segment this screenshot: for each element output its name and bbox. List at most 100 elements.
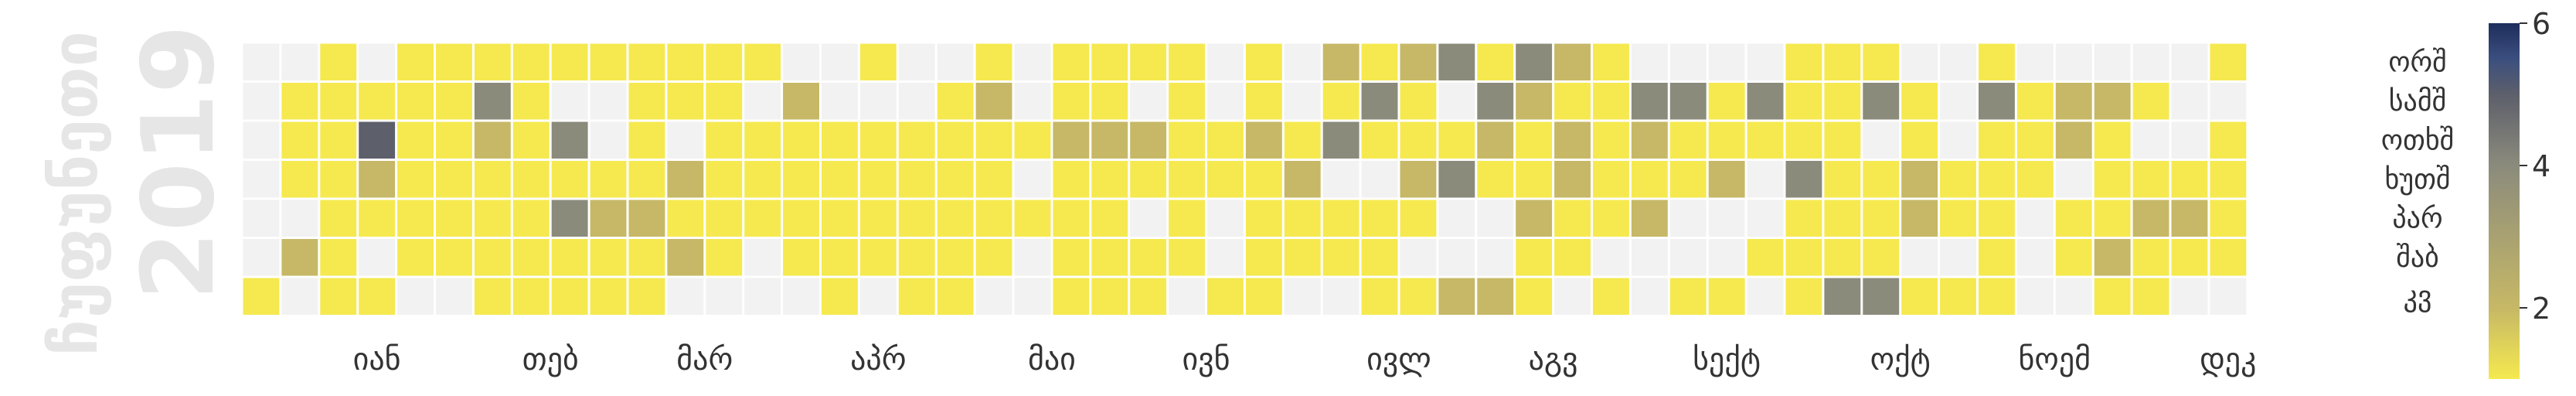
heatmap-cell <box>551 239 588 276</box>
heatmap-cell <box>2016 239 2054 276</box>
heatmap-cell <box>2016 161 2054 198</box>
heatmap-cell <box>1322 43 1359 80</box>
heatmap-cell <box>1708 239 1745 276</box>
heatmap-cell <box>859 239 897 276</box>
heatmap-cell <box>474 239 511 276</box>
heatmap-cell <box>1091 161 1128 198</box>
heatmap-cell <box>667 200 704 237</box>
heatmap-cell <box>937 200 974 237</box>
heatmap-cell <box>512 161 550 198</box>
heatmap-cell <box>1130 278 1167 315</box>
heatmap-cell <box>975 278 1012 315</box>
colorbar-tick-label: 2 <box>2532 292 2550 326</box>
heatmap-cell <box>898 239 935 276</box>
heatmap-cell <box>975 43 1012 80</box>
heatmap-cell <box>2210 121 2247 159</box>
heatmap-cell <box>628 278 665 315</box>
heatmap-cell <box>512 200 550 237</box>
heatmap-cell <box>1361 161 1398 198</box>
heatmap-cell <box>1014 278 1051 315</box>
heatmap-cell <box>1708 121 1745 159</box>
heatmap-cell <box>898 161 935 198</box>
heatmap-cell <box>1207 83 1244 120</box>
heatmap-cell <box>1438 239 1475 276</box>
heatmap-cell <box>898 278 935 315</box>
heatmap-cell <box>436 161 472 198</box>
heatmap-cell <box>590 161 627 198</box>
heatmap-cell <box>243 83 280 120</box>
heatmap-cell <box>320 278 357 315</box>
heatmap-cell <box>975 200 1012 237</box>
heatmap-cell <box>1940 278 1976 315</box>
heatmap-cell <box>2132 121 2169 159</box>
heatmap-cell <box>320 239 357 276</box>
heatmap-cell <box>1863 200 1900 237</box>
heatmap-cell <box>628 121 665 159</box>
heatmap-cell <box>628 83 665 120</box>
heatmap-cell <box>2016 83 2054 120</box>
heatmap-cell <box>2094 200 2131 237</box>
heatmap-cell <box>1631 239 1668 276</box>
heatmap-cell <box>512 239 550 276</box>
heatmap-cell <box>397 239 434 276</box>
heatmap-cell <box>1824 278 1861 315</box>
heatmap-cell <box>822 200 858 237</box>
heatmap-cell <box>1901 161 1938 198</box>
heatmap-cell <box>1014 200 1051 237</box>
heatmap-cell <box>1322 200 1359 237</box>
heatmap-cell <box>1979 200 2015 237</box>
heatmap-cell <box>436 83 472 120</box>
heatmap-cell <box>1014 83 1051 120</box>
heatmap-cell <box>397 83 434 120</box>
heatmap-cell <box>1979 83 2015 120</box>
heatmap-cell <box>2171 83 2208 120</box>
heatmap-cell <box>2055 239 2092 276</box>
colorbar-tick-label: 6 <box>2532 7 2550 41</box>
year-label: 2019 <box>121 25 237 300</box>
heatmap-cell <box>1516 200 1553 237</box>
heatmap-cell <box>1554 121 1591 159</box>
heatmap-cell <box>1091 200 1128 237</box>
heatmap-cell <box>783 200 819 237</box>
heatmap-cell <box>1863 278 1900 315</box>
heatmap-cell <box>1091 121 1128 159</box>
heatmap-cell <box>2094 43 2131 80</box>
heatmap-cell <box>320 83 357 120</box>
heatmap-cell <box>2055 200 2092 237</box>
heatmap-cell <box>243 43 280 80</box>
heatmap-cell <box>744 83 781 120</box>
heatmap-cell <box>1207 239 1244 276</box>
heatmap-cell <box>2094 278 2131 315</box>
heatmap-cell <box>2210 200 2247 237</box>
heatmap-cell <box>1091 239 1128 276</box>
heatmap-cell <box>359 278 396 315</box>
heatmap-cells <box>243 43 2247 315</box>
heatmap-cell <box>1979 239 2015 276</box>
heatmap-cell <box>783 278 819 315</box>
heatmap-cell <box>1785 161 1822 198</box>
heatmap-cell <box>1747 121 1784 159</box>
colorbar-tick-label: 4 <box>2532 149 2550 183</box>
weekday-label: ოთხშ <box>2381 125 2455 156</box>
heatmap-cell <box>590 200 627 237</box>
heatmap-cell <box>667 278 704 315</box>
heatmap-cell <box>859 200 897 237</box>
heatmap-cell <box>1361 121 1398 159</box>
heatmap-cell <box>397 43 434 80</box>
heatmap-cell <box>1785 43 1822 80</box>
heatmap-cell <box>975 239 1012 276</box>
heatmap-cell <box>1785 278 1822 315</box>
heatmap-cell <box>1130 83 1167 120</box>
heatmap-cell <box>2055 278 2092 315</box>
heatmap-cell <box>706 278 743 315</box>
heatmap-cell <box>2210 83 2247 120</box>
heatmap-cell <box>859 161 897 198</box>
heatmap-cell <box>1824 121 1861 159</box>
heatmap-cell <box>2171 43 2208 80</box>
heatmap-cell <box>281 200 318 237</box>
heatmap-cell <box>1438 278 1475 315</box>
heatmap-cell <box>2171 161 2208 198</box>
heatmap-cell <box>1361 43 1398 80</box>
heatmap-cell <box>1014 43 1051 80</box>
heatmap-cell <box>1631 200 1668 237</box>
